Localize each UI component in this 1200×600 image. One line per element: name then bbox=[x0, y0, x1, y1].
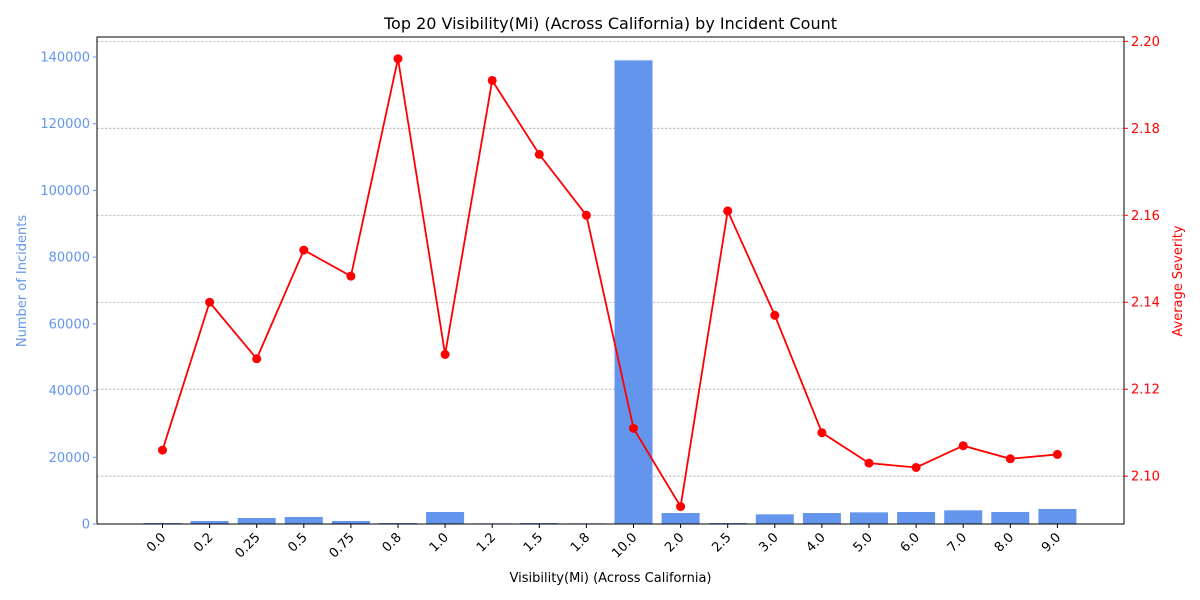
bar bbox=[614, 60, 653, 525]
severity-point bbox=[158, 445, 167, 455]
x-tick-label: 1.2 bbox=[474, 530, 499, 555]
severity-point bbox=[864, 458, 874, 468]
severity-point bbox=[1005, 454, 1015, 464]
left-tick-label: 20000 bbox=[49, 451, 90, 466]
severity-point bbox=[299, 245, 309, 255]
chart-title: Top 20 Visibility(Mi) (Across California… bbox=[383, 14, 837, 33]
severity-point bbox=[958, 441, 968, 451]
severity-point bbox=[487, 75, 497, 85]
right-y-axis-label: Average Severity bbox=[1171, 225, 1186, 337]
x-tick-label: 2.0 bbox=[662, 530, 687, 555]
left-y-axis-label: Number of Incidents bbox=[15, 215, 30, 347]
severity-point bbox=[440, 349, 450, 359]
severity-point bbox=[676, 502, 686, 512]
line-series bbox=[158, 54, 1062, 512]
x-tick-label: 7.0 bbox=[945, 530, 970, 555]
x-tick-label: 0.75 bbox=[327, 530, 358, 561]
left-tick-label: 60000 bbox=[49, 317, 90, 332]
x-tick-label: 2.5 bbox=[709, 530, 734, 555]
severity-point bbox=[252, 354, 262, 364]
bar bbox=[944, 510, 983, 524]
x-tick-label: 3.0 bbox=[756, 530, 781, 555]
left-tick-label: 0 bbox=[82, 518, 90, 533]
bar bbox=[755, 514, 794, 524]
x-tick-label: 0.2 bbox=[191, 530, 216, 555]
right-tick-label: 2.16 bbox=[1131, 209, 1160, 224]
severity-point bbox=[346, 271, 356, 281]
bar bbox=[143, 522, 182, 524]
left-tick-label: 140000 bbox=[40, 51, 90, 66]
plot-frame bbox=[96, 36, 1125, 525]
bar bbox=[850, 512, 888, 524]
right-tick-label: 2.10 bbox=[1131, 470, 1160, 485]
severity-point bbox=[723, 206, 733, 216]
bar bbox=[520, 522, 559, 524]
x-tick-label: 6.0 bbox=[898, 530, 923, 555]
x-axis-label: Visibility(Mi) (Across California) bbox=[510, 571, 712, 586]
severity-point bbox=[911, 462, 921, 472]
bar-series bbox=[143, 60, 1077, 525]
x-tick-label: 1.5 bbox=[521, 530, 546, 555]
bar bbox=[237, 517, 276, 524]
right-tick-label: 2.18 bbox=[1131, 122, 1160, 137]
x-tick-label: 1.8 bbox=[568, 530, 593, 555]
bar bbox=[190, 520, 229, 524]
left-tick-label: 80000 bbox=[49, 251, 90, 266]
severity-line bbox=[161, 58, 1058, 510]
x-tick-label: 4.0 bbox=[803, 530, 828, 555]
x-tick-label: 5.0 bbox=[851, 530, 876, 555]
severity-point bbox=[205, 297, 215, 307]
bar bbox=[379, 522, 417, 524]
x-tick-label: 0.0 bbox=[144, 530, 169, 555]
bar bbox=[802, 512, 841, 524]
x-tick-label: 0.8 bbox=[380, 530, 405, 555]
bar bbox=[991, 511, 1030, 524]
bar bbox=[426, 511, 465, 524]
x-tick-label: 0.5 bbox=[285, 530, 310, 555]
bar bbox=[284, 516, 323, 524]
x-tick-label: 9.0 bbox=[1039, 530, 1064, 555]
severity-point bbox=[393, 54, 403, 64]
severity-point bbox=[581, 210, 591, 220]
left-tick-label: 100000 bbox=[40, 184, 90, 199]
x-tick-label: 10.0 bbox=[609, 530, 640, 561]
gridlines bbox=[97, 40, 1124, 477]
right-tick-label: 2.20 bbox=[1131, 35, 1160, 50]
severity-point bbox=[1052, 449, 1062, 459]
severity-point bbox=[534, 149, 544, 159]
bar bbox=[708, 522, 747, 524]
bar bbox=[661, 512, 700, 524]
x-tick-label: 0.25 bbox=[232, 530, 263, 561]
right-tick-label: 2.14 bbox=[1131, 296, 1160, 311]
x-tick-label: 8.0 bbox=[992, 530, 1017, 555]
severity-point bbox=[770, 310, 780, 320]
left-tick-label: 40000 bbox=[49, 384, 90, 399]
severity-point bbox=[629, 423, 638, 433]
right-tick-label: 2.12 bbox=[1131, 383, 1160, 398]
left-tick-label: 120000 bbox=[40, 117, 90, 132]
severity-point bbox=[817, 428, 827, 438]
bar bbox=[331, 520, 370, 524]
bar bbox=[1038, 508, 1077, 524]
bar bbox=[897, 511, 936, 524]
x-tick-label: 1.0 bbox=[427, 530, 452, 555]
